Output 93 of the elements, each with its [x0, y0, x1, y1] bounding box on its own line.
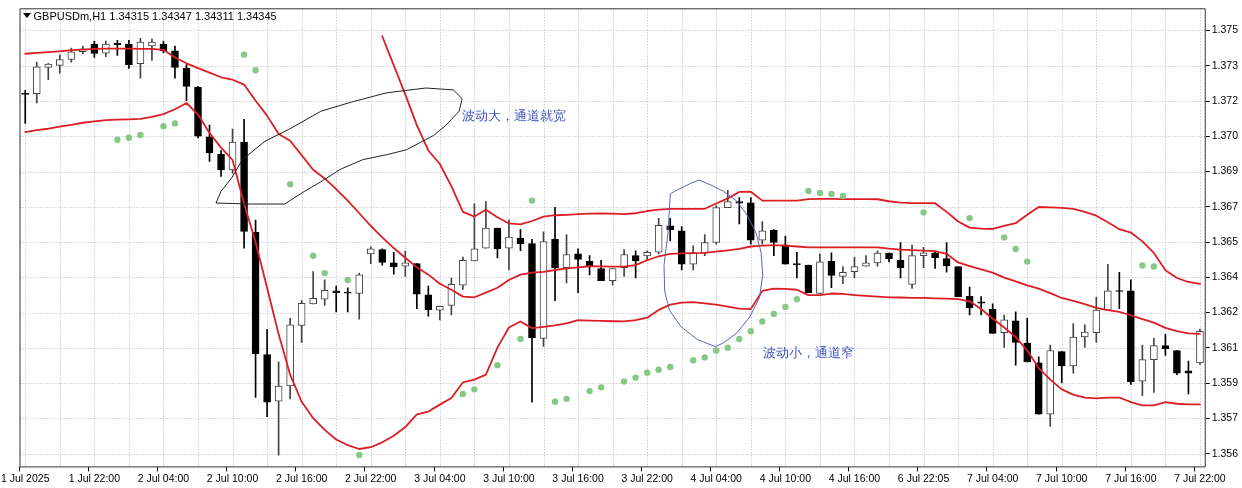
candlestick [401, 250, 410, 277]
y-tick-label: 1.375 [1211, 23, 1239, 36]
point [1000, 234, 1008, 241]
point [517, 335, 524, 343]
x-tick-label: 3 Jul 16:00 [552, 471, 604, 484]
point [494, 361, 501, 369]
y-tick-label: 1.367 [1211, 199, 1239, 212]
x-tick-label: 4 Jul 16:00 [828, 471, 881, 484]
point [736, 335, 743, 343]
chart-title: GBPUSDm,H1 1.34315 1.34347 1.34311 1.34345 [33, 10, 277, 24]
y-tick-label: 1.369 [1211, 164, 1239, 177]
point [724, 344, 731, 351]
x-tick-label: 3 Jul 10:00 [483, 471, 535, 484]
x-tick-label: 1 Jul 2025 [1, 471, 50, 484]
y-tick-label: 1.357 [1211, 411, 1239, 424]
point [1150, 263, 1158, 270]
point [114, 136, 121, 144]
point [1024, 258, 1031, 265]
x-tick-label: 4 Jul 04:00 [690, 471, 743, 484]
point [137, 131, 144, 139]
candlestick [44, 62, 53, 81]
point [125, 134, 133, 142]
x-tick-label: 7 Jul 10:00 [1036, 471, 1088, 484]
x-tick-label: 4 Jul 10:00 [759, 471, 812, 484]
point [171, 120, 179, 127]
point [655, 366, 662, 374]
y-tick-label: 1.362 [1211, 305, 1239, 318]
point [471, 386, 478, 393]
x-tick-label: 3 Jul 22:00 [621, 471, 673, 484]
x-tick-label: 7 Jul 04:00 [966, 471, 1019, 484]
point [701, 354, 708, 361]
x-tick-label: 2 Jul 10:00 [206, 471, 259, 484]
candlestick [332, 285, 341, 313]
point [632, 374, 639, 381]
x-tick-label: 7 Jul 16:00 [1105, 471, 1157, 484]
point [793, 296, 801, 303]
candlestick [309, 271, 317, 305]
candlestick [793, 251, 801, 279]
annotation: 波动大，通道就宽 [461, 107, 566, 124]
point [782, 303, 789, 311]
x-tick-label: 3 Jul 04:00 [414, 471, 466, 484]
point [620, 378, 628, 385]
point [759, 318, 766, 325]
point [356, 451, 363, 459]
candlestick [977, 296, 985, 316]
point [828, 190, 835, 198]
point [920, 209, 927, 216]
point [805, 187, 812, 195]
point [160, 123, 167, 130]
point [551, 398, 559, 405]
point [344, 276, 351, 284]
y-tick-label: 1.373 [1211, 58, 1239, 71]
point [966, 214, 973, 222]
point [1139, 262, 1146, 269]
candlestick [574, 248, 582, 293]
point [816, 189, 824, 197]
point [713, 347, 720, 354]
y-tick-label: 1.372 [1211, 93, 1239, 106]
point [321, 269, 328, 277]
point [586, 387, 593, 395]
point [839, 192, 847, 200]
point [240, 51, 248, 58]
point [309, 252, 317, 260]
point [597, 384, 605, 391]
x-tick-label: 2 Jul 04:00 [137, 471, 190, 484]
point [252, 66, 259, 74]
annotation: 波动小，通道窄 [762, 344, 854, 361]
point [666, 363, 674, 371]
point [770, 310, 778, 318]
candlestick [839, 266, 847, 285]
x-tick-label: 1 Jul 22:00 [68, 471, 121, 484]
x-tick-label: 2 Jul 16:00 [275, 471, 328, 484]
y-tick-label: 1.361 [1211, 340, 1239, 353]
point [286, 180, 294, 188]
point [459, 390, 467, 398]
y-tick-label: 1.364 [1211, 270, 1239, 283]
point [1012, 245, 1019, 253]
point [747, 328, 755, 335]
candlestick [21, 90, 30, 124]
point [690, 357, 697, 364]
y-tick-label: 1.356 [1211, 446, 1239, 459]
candlestick [1080, 324, 1089, 348]
y-tick-label: 1.370 [1211, 129, 1239, 142]
y-tick-label: 1.365 [1211, 234, 1239, 247]
candlestick [343, 287, 352, 313]
x-tick-label: 2 Jul 22:00 [345, 471, 397, 484]
y-tick-label: 1.359 [1211, 376, 1239, 389]
point [563, 395, 570, 403]
x-tick-label: 6 Jul 22:05 [897, 471, 950, 484]
point [528, 197, 536, 204]
x-tick-label: 7 Jul 22:00 [1174, 471, 1226, 484]
candlestick [366, 246, 375, 264]
point [643, 369, 651, 376]
